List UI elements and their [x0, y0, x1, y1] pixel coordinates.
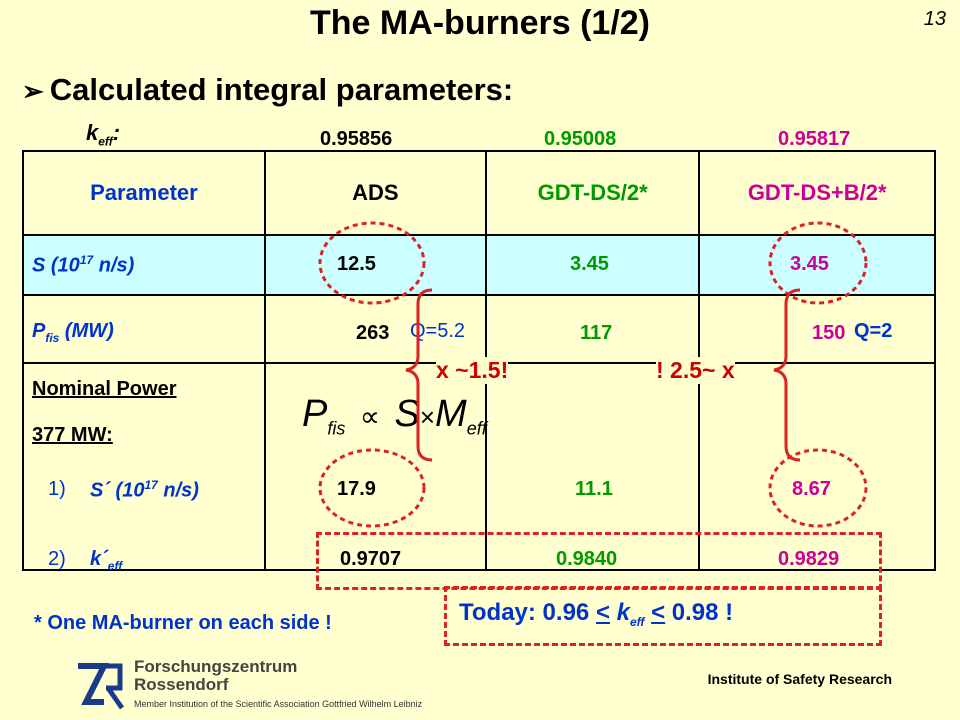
keff-label: keff: [86, 120, 121, 149]
table-row [22, 234, 936, 296]
oval-gdtb-s [768, 221, 868, 305]
item1-gdtb: 8.67 [792, 478, 831, 500]
org-name: Forschungszentrum Rossendorf [134, 657, 298, 694]
item2-ads: 0.9707 [340, 548, 402, 570]
page-number: 13 [923, 8, 946, 30]
table-row [22, 294, 936, 364]
item1-number: 1) [48, 478, 66, 500]
formula: Pfis ∝ S×Meff [302, 393, 487, 439]
member-institution: Member Institution of the Scientific Ass… [134, 699, 423, 709]
brace-right [773, 288, 801, 462]
factor-gdtb: ! 2.5~ x [656, 357, 735, 384]
factor-ads: x ~1.5! [436, 357, 509, 384]
bullet-heading: ➢ Calculated integral parameters: [22, 72, 513, 108]
table-header-row: Parameter ADS GDT-DS/2* GDT-DS+B/2* [22, 150, 936, 236]
item2-number: 2) [48, 548, 66, 570]
item2-gdt: 0.9840 [556, 548, 618, 570]
bullet-text: Calculated integral parameters: [49, 72, 514, 107]
footnote: * One MA-burner on each side ! [34, 612, 332, 634]
header-parameter: Parameter [22, 150, 266, 236]
row-p-ads: 263 [356, 322, 390, 344]
header-gdtb: GDT-DS+B/2* [698, 150, 936, 236]
row-p-gdt: 117 [580, 322, 613, 344]
item1-ads: 17.9 [337, 478, 376, 500]
fzr-logo-icon [72, 660, 128, 712]
nominal-label-1: Nominal Power [32, 378, 177, 400]
item1-label: S´ (1017 n/s) [90, 478, 199, 502]
item1-gdt: 11.1 [575, 478, 613, 500]
parameter-table: Parameter ADS GDT-DS/2* GDT-DS+B/2* [22, 150, 936, 571]
row-s-gdt: 3.45 [570, 253, 609, 275]
item2-label: k´eff [90, 548, 123, 573]
row-s-ads: 12.5 [337, 253, 376, 275]
table-row [22, 362, 936, 571]
today-box: Today: 0.96 < keff < 0.98 ! [444, 586, 882, 646]
keff-gdt: 0.95008 [544, 128, 617, 150]
keff-ads: 0.95856 [320, 128, 393, 150]
item2-gdtb: 0.9829 [778, 548, 840, 570]
arrow-bullet-icon: ➢ [22, 76, 44, 106]
q-gdtb: Q=2 [854, 320, 893, 342]
slide-title: The MA-burners (1/2) [309, 4, 651, 42]
row-s-label: S (1017 n/s) [32, 253, 135, 277]
oval-ads-s-prime [318, 448, 426, 528]
brace-left [405, 288, 433, 462]
header-gdt: GDT-DS/2* [484, 150, 701, 236]
institute-name: Institute of Safety Research [707, 671, 892, 687]
nominal-label-2: 377 MW: [32, 424, 113, 446]
row-p-label: Pfis (MW) [32, 320, 114, 345]
q-ads: Q=5.2 [410, 320, 466, 342]
keff-gdtb: 0.95817 [778, 128, 851, 150]
row-p-gdtb: 150 [812, 322, 846, 344]
header-ads: ADS [263, 150, 487, 236]
oval-ads-s [318, 221, 426, 305]
oval-gdtb-s-prime [768, 448, 868, 528]
row-s-gdtb: 3.45 [790, 253, 829, 275]
